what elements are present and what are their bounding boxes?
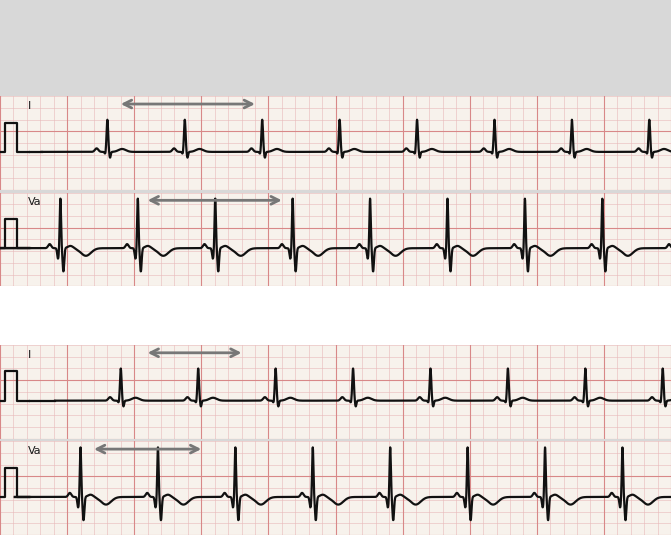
Text: I: I xyxy=(28,101,32,111)
Text: Va: Va xyxy=(28,446,42,456)
Text: I: I xyxy=(28,350,32,360)
Text: Va: Va xyxy=(28,197,42,207)
